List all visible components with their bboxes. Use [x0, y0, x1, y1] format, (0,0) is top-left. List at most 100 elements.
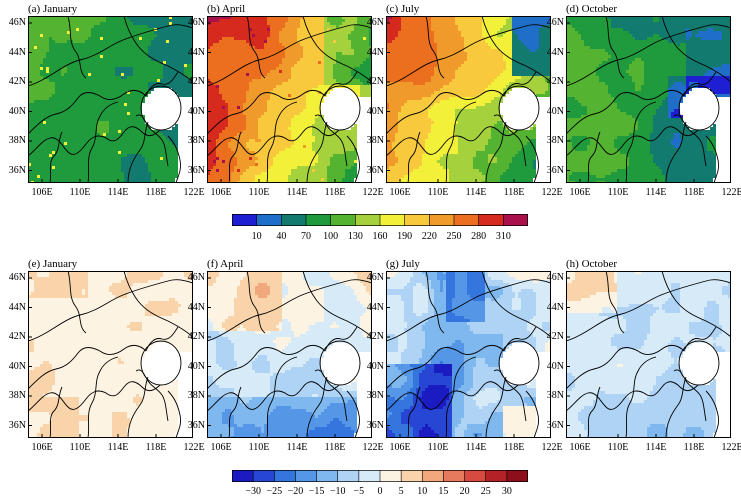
- latitude-tick-label: 40N: [360, 106, 384, 117]
- longitude-tick-label: 106E: [382, 443, 418, 453]
- map-panel-c: [386, 16, 551, 183]
- bottom-colorbar-segment: [379, 470, 402, 482]
- bottom_row-colorbar-label: −5: [344, 487, 374, 497]
- latitude-tick-label: 46N: [540, 273, 564, 283]
- latitude-tick-label: 44N: [360, 47, 384, 58]
- longitude-tick-label: 106E: [24, 443, 60, 453]
- boundary-line: [302, 16, 372, 83]
- bottom-colorbar-segment: [252, 470, 275, 482]
- raster-field: [566, 271, 731, 438]
- latitude-tick-label: 44N: [360, 302, 384, 313]
- longitude-tick-label: 106E: [382, 188, 418, 198]
- longitude-tick-label: 114E: [638, 188, 674, 198]
- boundary-line: [705, 135, 719, 183]
- top-colorbar-segment: [281, 214, 307, 226]
- boundary-line: [207, 89, 326, 135]
- map-panel-b: [207, 16, 372, 183]
- latitude-tick-label: 44N: [2, 302, 26, 313]
- boundary-line: [228, 131, 242, 183]
- boundary-line: [145, 326, 179, 352]
- boundary-line: [566, 24, 731, 87]
- boundary-line: [123, 16, 193, 83]
- boundary-line: [425, 271, 445, 334]
- bottom_row-colorbar-label: 20: [450, 487, 480, 497]
- latitude-tick-label: 38N: [360, 136, 384, 146]
- latitude-tick-label: 42N: [181, 77, 205, 87]
- top-colorbar-segment: [503, 214, 528, 226]
- top_row-colorbar-label: 310: [488, 232, 518, 242]
- latitude-tick-label: 42N: [540, 77, 564, 87]
- latitude-tick-label: 38N: [181, 391, 205, 401]
- longitude-tick-label: 106E: [203, 443, 239, 453]
- boundary-line: [665, 121, 687, 183]
- top_row-colorbar-label: 190: [390, 232, 420, 242]
- latitude-tick-label: 44N: [2, 47, 26, 58]
- bottom-colorbar-segment: [421, 470, 445, 482]
- latitude-tick-label: 46N: [181, 18, 205, 28]
- longitude-tick-label: 114E: [279, 188, 315, 198]
- boundary-line: [605, 16, 625, 79]
- longitude-tick-label: 118E: [496, 443, 532, 453]
- latitude-tick-label: 46N: [2, 18, 26, 28]
- panel-title-f: (f) April: [207, 258, 243, 270]
- latitude-tick-label: 44N: [181, 302, 205, 313]
- boundary-line: [705, 390, 719, 438]
- map-frame: [207, 16, 372, 183]
- boundary-line: [587, 131, 601, 183]
- latitude-tick-label: 46N: [360, 273, 384, 283]
- bottom-colorbar-segment: [358, 470, 381, 482]
- boundary-line: [145, 71, 179, 97]
- bottom_row-colorbar-label: 30: [492, 487, 522, 497]
- latitude-tick-label: 40N: [360, 361, 384, 372]
- longitude-tick-label: 110E: [62, 188, 98, 198]
- map-panel-f: [207, 271, 372, 438]
- boundary-line: [503, 71, 537, 97]
- bottom_row-colorbar-label: −25: [259, 487, 289, 497]
- bottom_row-colorbar-label: −15: [302, 487, 332, 497]
- latitude-tick-label: 46N: [181, 273, 205, 283]
- latitude-tick-label: 36N: [540, 420, 564, 431]
- top_row-colorbar-label: 10: [242, 232, 272, 242]
- latitude-tick-label: 42N: [2, 77, 26, 87]
- top_row-colorbar-label: 130: [340, 232, 370, 242]
- longitude-tick-label: 110E: [600, 443, 636, 453]
- latitude-tick-label: 44N: [540, 302, 564, 313]
- top-colorbar-segment: [355, 214, 381, 226]
- boundary-line: [485, 121, 507, 183]
- boundary-line: [28, 279, 193, 342]
- longitude-tick-label: 106E: [562, 443, 598, 453]
- latitude-tick-label: 44N: [540, 47, 564, 58]
- longitude-tick-label: 110E: [600, 188, 636, 198]
- top-colorbar-segment: [232, 214, 258, 226]
- boundary-line: [386, 279, 551, 342]
- boundary-line: [587, 386, 601, 438]
- panel-title-g: (g) July: [386, 258, 420, 270]
- boundary-line: [306, 376, 328, 438]
- longitude-tick-label: 118E: [496, 188, 532, 198]
- bottom-colorbar-segment: [485, 470, 508, 482]
- top_row-colorbar-label: 70: [291, 232, 321, 242]
- top-colorbar-segment: [429, 214, 455, 226]
- boundary-line: [625, 101, 657, 183]
- latitude-tick-label: 42N: [181, 332, 205, 342]
- latitude-tick-label: 40N: [540, 106, 564, 117]
- bottom-colorbar-segment: [273, 470, 297, 482]
- boundary-line: [485, 376, 507, 438]
- longitude-tick-label: 114E: [100, 188, 136, 198]
- boundary-line: [67, 271, 87, 334]
- boundary-line: [503, 326, 537, 352]
- map-panel-d: [566, 16, 731, 183]
- longitude-tick-label: 114E: [638, 443, 674, 453]
- longitude-tick-label: 118E: [676, 188, 712, 198]
- latitude-tick-label: 36N: [181, 165, 205, 176]
- bottom-colorbar-segment: [443, 470, 466, 482]
- latitude-tick-label: 40N: [2, 106, 26, 117]
- latitude-tick-label: 38N: [181, 136, 205, 146]
- longitude-tick-label: 110E: [420, 443, 456, 453]
- raster-field: [207, 16, 372, 183]
- boundary-line: [49, 386, 63, 438]
- latitude-tick-label: 38N: [540, 136, 564, 146]
- boundary-line: [324, 71, 358, 97]
- coastline: [140, 340, 182, 386]
- longitude-tick-label: 114E: [458, 443, 494, 453]
